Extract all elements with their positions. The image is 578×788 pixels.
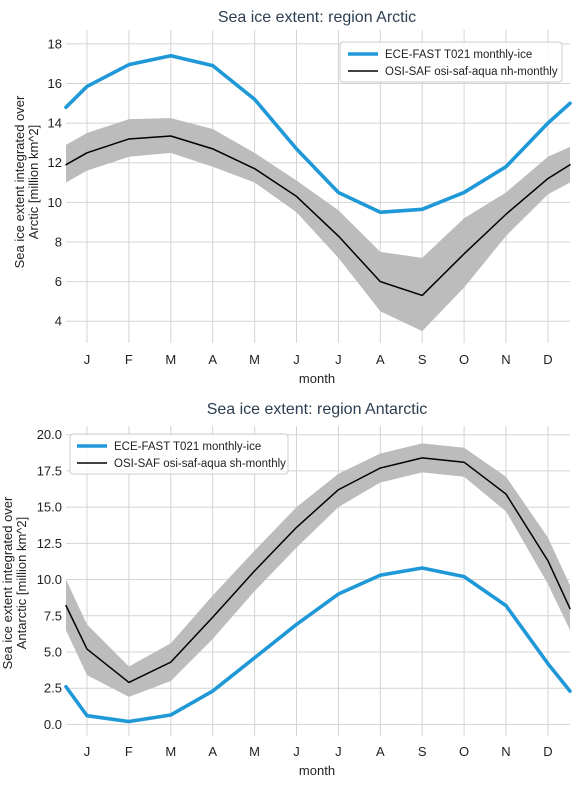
arctic-x-tick: A [208, 352, 217, 367]
arctic-legend: ECE-FAST T021 monthly-ice OSI-SAF osi-sa… [339, 41, 563, 83]
antarctic-y-tick: 5.0 [44, 644, 62, 659]
arctic-legend-box [339, 41, 563, 83]
arctic-y-tick: 12 [48, 155, 62, 170]
antarctic-y-tick: 7.5 [44, 608, 62, 623]
antarctic-legend-box [69, 433, 289, 475]
panel-antarctic: Sea ice extent: region Antarctic 0.0 2.5 5… [0, 401, 572, 778]
arctic-xlabel: month [299, 371, 335, 386]
antarctic-y-tick: 10.0 [37, 572, 62, 587]
arctic-obs-band [66, 118, 570, 332]
antarctic-x-tick: J [293, 744, 300, 759]
antarctic-x-tick: J [84, 744, 91, 759]
arctic-model-line [64, 53, 572, 215]
arctic-y-tick: 16 [48, 76, 62, 91]
antarctic-y-tick: 0.0 [44, 717, 62, 732]
antarctic-x-tick: M [165, 744, 176, 759]
arctic-x-tick: J [293, 352, 300, 367]
antarctic-y-tick: 15.0 [37, 500, 62, 515]
arctic-y-tick: 4 [55, 314, 62, 329]
antarctic-title: Sea ice extent: region Antarctic [207, 401, 428, 418]
antarctic-y-tick: 17.5 [37, 463, 62, 478]
arctic-series-lines [64, 53, 572, 297]
arctic-x-tick: D [543, 352, 552, 367]
arctic-y-tick: 18 [48, 36, 62, 51]
antarctic-x-tick: M [249, 744, 260, 759]
arctic-ylabel-line1: Sea ice extent integrated over [12, 95, 27, 268]
arctic-ylabel-line2: Arctic [million km^2] [26, 125, 41, 239]
antarctic-x-tick: J [335, 744, 342, 759]
antarctic-x-tick: D [543, 744, 552, 759]
arctic-y-tick: 10 [48, 195, 62, 210]
antarctic-x-tick: A [376, 744, 385, 759]
arctic-x-tick: J [335, 352, 342, 367]
antarctic-obs-line [65, 457, 571, 684]
arctic-y-tick: 8 [55, 234, 62, 249]
antarctic-x-tick: N [501, 744, 510, 759]
antarctic-x-tick: F [125, 744, 133, 759]
antarctic-x-tick: S [418, 744, 427, 759]
arctic-x-tick: A [376, 352, 385, 367]
arctic-y-tick-labels: 4 6 8 10 12 14 16 18 [48, 36, 62, 328]
arctic-y-tick: 6 [55, 274, 62, 289]
antarctic-y-tick: 20.0 [37, 427, 62, 442]
arctic-x-tick: F [125, 352, 133, 367]
arctic-legend-obs-label: OSI-SAF osi-saf-aqua nh-monthly [385, 66, 558, 78]
antarctic-y-tick: 12.5 [37, 536, 62, 551]
antarctic-ylabel-line1: Sea ice extent integrated over [0, 496, 15, 669]
antarctic-model-line [64, 566, 572, 724]
antarctic-x-tick: O [459, 744, 469, 759]
antarctic-xlabel: month [299, 763, 335, 778]
antarctic-obs-spread-band [66, 443, 570, 697]
antarctic-y-tick-labels: 0.0 2.5 5.0 7.5 10.0 12.5 15.0 17.5 20.0 [37, 427, 62, 732]
antarctic-legend-obs-label: OSI-SAF osi-saf-aqua sh-monthly [114, 458, 286, 470]
arctic-y-tick: 14 [48, 116, 62, 131]
arctic-x-tick: M [249, 352, 260, 367]
arctic-legend-model-label: ECE-FAST T021 monthly-ice [385, 49, 532, 61]
arctic-x-tick: J [84, 352, 91, 367]
panel-arctic: Sea ice extent: region Arctic 4 6 8 10 12 14 1… [12, 9, 572, 386]
arctic-title: Sea ice extent: region Arctic [218, 9, 416, 26]
antarctic-series-lines [64, 457, 572, 724]
antarctic-ylabel-line2: Antarctic [million km^2] [14, 517, 29, 650]
arctic-obs-spread-band [66, 118, 570, 332]
antarctic-x-tick: A [208, 744, 217, 759]
antarctic-obs-band [66, 443, 570, 697]
antarctic-legend-model-label: ECE-FAST T021 monthly-ice [114, 441, 261, 453]
antarctic-y-tick: 2.5 [44, 681, 62, 696]
arctic-x-tick: N [501, 352, 510, 367]
arctic-x-tick: M [165, 352, 176, 367]
arctic-x-tick: O [459, 352, 469, 367]
arctic-obs-line [65, 135, 571, 297]
arctic-x-tick: S [418, 352, 427, 367]
antarctic-legend: ECE-FAST T021 monthly-ice OSI-SAF osi-sa… [69, 433, 289, 475]
